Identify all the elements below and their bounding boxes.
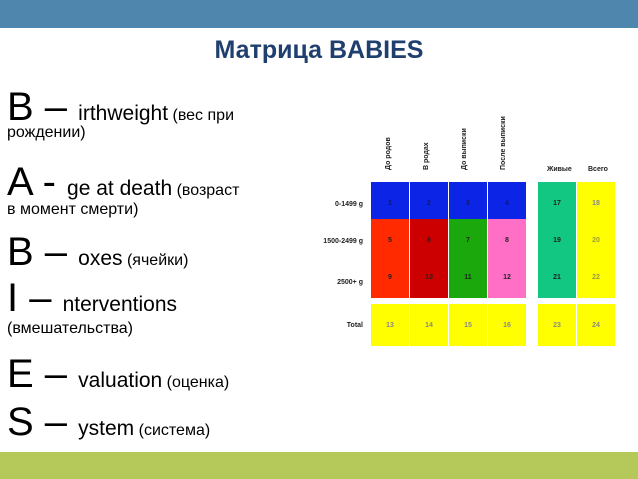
matrix-cell: 5 — [371, 219, 409, 261]
acronym-word: oxes — [78, 247, 123, 270]
acronym-letter: I — [7, 276, 19, 320]
acronym-gloss-cont: (вмешательства) — [7, 320, 133, 337]
column-header-alive: Живые — [547, 166, 572, 173]
acronym-gloss: (возраст — [172, 182, 240, 199]
acronym-dash: – — [33, 85, 79, 129]
acronym-gloss-cont: рождении) — [7, 124, 86, 141]
matrix-cell: 21 — [538, 256, 576, 298]
matrix-cell: 12 — [488, 256, 526, 298]
matrix-cell: 9 — [371, 256, 409, 298]
row-header: Total — [346, 322, 363, 329]
acronym-word: irthweight — [78, 102, 169, 125]
acronym-gloss: (оценка) — [162, 374, 230, 391]
slide-title: Матрица BABIES — [214, 36, 424, 64]
matrix-cell: 19 — [538, 219, 576, 261]
acronym-word: ystem — [78, 417, 135, 440]
acronym-item-i: I – nterventions — [7, 276, 177, 321]
acronym-word: ge at death — [67, 177, 173, 200]
matrix-cell: 1 — [371, 182, 409, 224]
acronym-item-a: A - ge at death (возраст — [7, 160, 239, 205]
matrix-cell: 11 — [449, 256, 487, 298]
acronym-letter: B — [7, 230, 34, 274]
acronym-gloss-cont: в момент смерти) — [7, 201, 139, 218]
column-header: В родах — [423, 142, 430, 170]
acronym-letter: B — [7, 85, 34, 129]
bottom-decorative-bar — [0, 452, 638, 479]
column-header: До родов — [385, 137, 392, 170]
acronym-item-s: S – ystem (система) — [7, 400, 210, 445]
matrix-cell: 24 — [577, 304, 615, 346]
acronym-word: nterventions — [62, 293, 178, 316]
acronym-item-b1: B – irthweight (вес при — [7, 85, 234, 130]
matrix-cell: 7 — [449, 219, 487, 261]
acronym-dash: – — [33, 400, 79, 444]
matrix-cell: 14 — [410, 304, 448, 346]
acronym-gloss: (вес при — [168, 107, 235, 124]
column-header: До выписки — [461, 128, 468, 170]
column-header-total: Всего — [588, 166, 608, 173]
acronym-item-b2: B – oxes (ячейки) — [7, 230, 188, 275]
acronym-dash: – — [18, 276, 63, 320]
row-header: 2500+ g — [337, 279, 363, 286]
matrix-cell: 23 — [538, 304, 576, 346]
matrix-cell: 6 — [410, 219, 448, 261]
acronym-letter: S — [7, 400, 34, 444]
acronym-item-e: E – valuation (оценка) — [7, 352, 229, 397]
matrix-cell: 17 — [538, 182, 576, 224]
acronym-dash: - — [31, 160, 68, 204]
acronym-word: valuation — [78, 369, 163, 392]
matrix-cell: 4 — [488, 182, 526, 224]
matrix-cell: 18 — [577, 182, 615, 224]
matrix-cell: 20 — [577, 219, 615, 261]
acronym-dash: – — [33, 352, 79, 396]
matrix-cell: 10 — [410, 256, 448, 298]
matrix-cell: 16 — [488, 304, 526, 346]
acronym-letter: E — [7, 352, 34, 396]
matrix-cell: 13 — [371, 304, 409, 346]
matrix-cell: 2 — [410, 182, 448, 224]
matrix-cell: 8 — [488, 219, 526, 261]
row-header: 1500-2499 g — [323, 238, 363, 245]
top-decorative-bar — [0, 0, 638, 28]
matrix-cell: 3 — [449, 182, 487, 224]
acronym-dash: – — [33, 230, 79, 274]
acronym-gloss: (ячейки) — [122, 252, 189, 269]
matrix-cell: 22 — [577, 256, 615, 298]
matrix-cell: 15 — [449, 304, 487, 346]
column-header: После выписки — [500, 116, 507, 170]
acronym-gloss: (система) — [134, 422, 211, 439]
acronym-letter: A — [7, 160, 32, 204]
row-header: 0-1499 g — [334, 201, 363, 208]
